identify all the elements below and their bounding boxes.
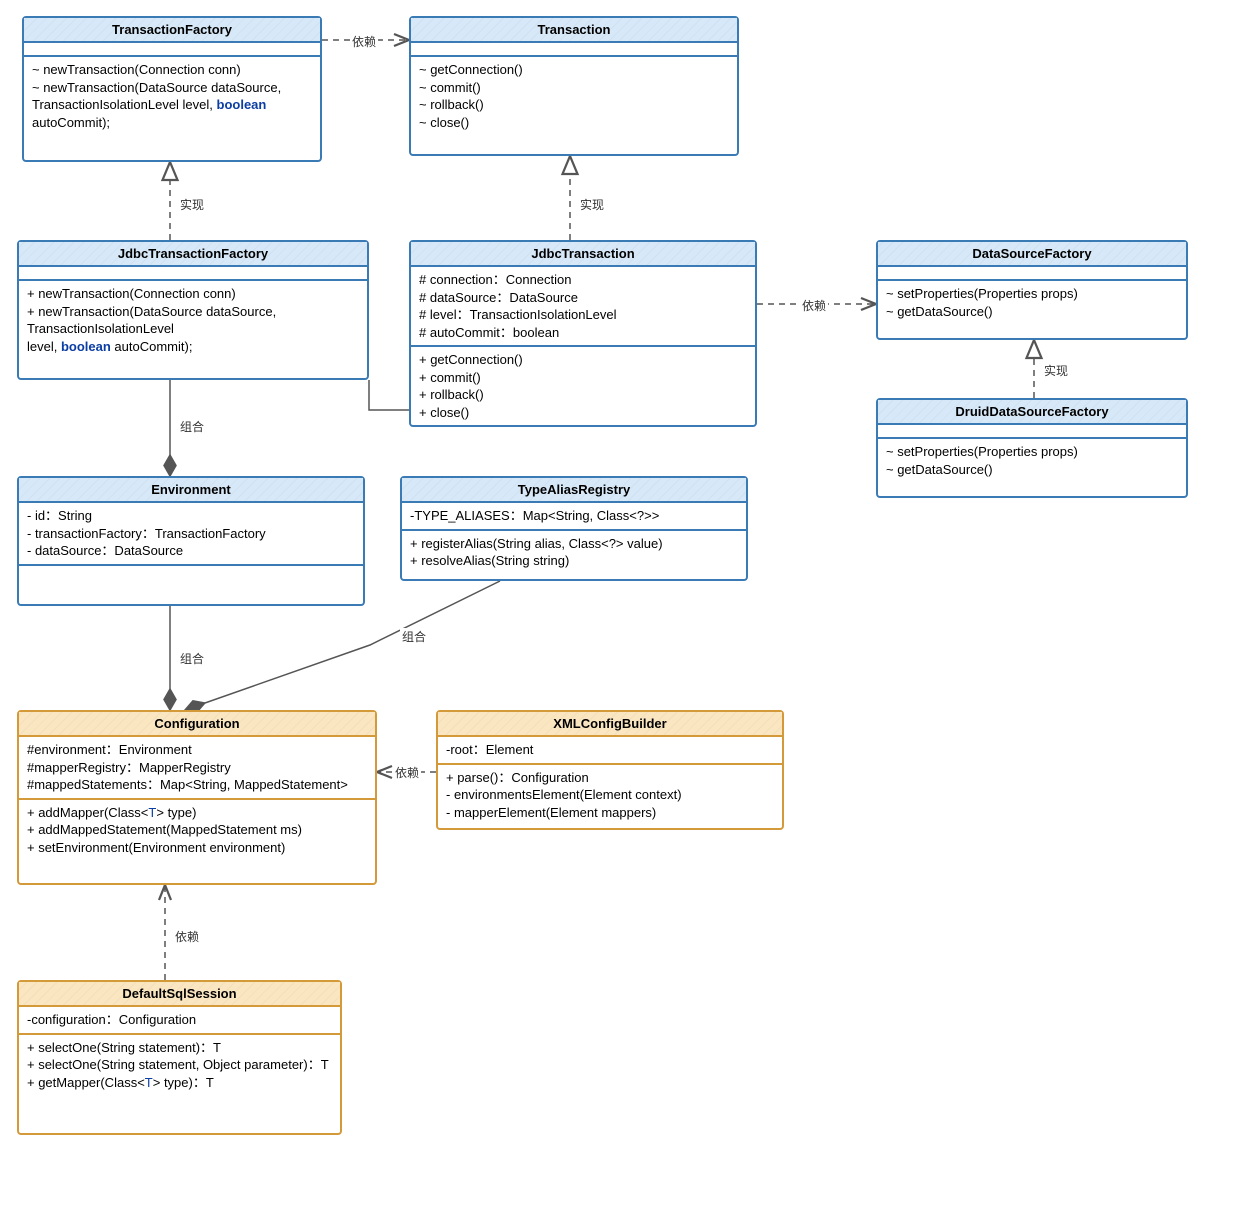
class-methods: ~ getConnection()~ commit()~ rollback()~…: [411, 57, 737, 135]
class-methods: + registerAlias(String alias, Class<?> v…: [402, 531, 746, 574]
class-title: Transaction: [411, 18, 737, 43]
class-methods: + selectOne(String statement)：T+ selectO…: [19, 1035, 340, 1096]
class-methods: ~ setProperties(Properties props)~ getDa…: [878, 281, 1186, 324]
class-JdbcTransaction: JdbcTransaction# connection：Connection# …: [409, 240, 757, 427]
edge-label-compose: 组合: [400, 628, 428, 645]
edge-label-depend: 依赖: [173, 928, 201, 945]
class-title: DefaultSqlSession: [19, 982, 340, 1007]
class-methods: + addMapper(Class<T> type)+ addMappedSta…: [19, 800, 375, 861]
class-XMLConfigBuilder: XMLConfigBuilder-root：Element+ parse()：C…: [436, 710, 784, 830]
class-DataSourceFactory: DataSourceFactory ~ setProperties(Propert…: [876, 240, 1188, 340]
edge-label-compose: 组合: [178, 418, 206, 435]
class-title: TypeAliasRegistry: [402, 478, 746, 503]
edge-label-compose: 组合: [178, 650, 206, 667]
class-title: Environment: [19, 478, 363, 503]
class-attrs: -root：Element: [438, 737, 782, 763]
class-attrs-empty: [878, 425, 1186, 437]
class-DruidDataSourceFactory: DruidDataSourceFactory ~ setProperties(Pr…: [876, 398, 1188, 498]
class-title: TransactionFactory: [24, 18, 320, 43]
class-title: XMLConfigBuilder: [438, 712, 782, 737]
edge-label-realize: 实现: [578, 196, 606, 213]
class-attrs: -configuration：Configuration: [19, 1007, 340, 1033]
class-attrs-empty: [411, 43, 737, 55]
class-title: DruidDataSourceFactory: [878, 400, 1186, 425]
class-DefaultSqlSession: DefaultSqlSession-configuration：Configur…: [17, 980, 342, 1135]
class-methods: ~ setProperties(Properties props)~ getDa…: [878, 439, 1186, 482]
class-methods: + getConnection()+ commit()+ rollback()+…: [411, 347, 755, 425]
class-Environment: Environment- id：String- transactionFacto…: [17, 476, 365, 606]
class-methods: [19, 566, 363, 574]
class-methods: + parse()：Configuration- environmentsEle…: [438, 765, 782, 826]
edge-JdbcTransaction-JdbcTransactionFactory: [369, 380, 409, 410]
edge-label-depend: 依赖: [393, 764, 421, 781]
edge-label-depend: 依赖: [800, 297, 828, 314]
class-TransactionFactory: TransactionFactory ~ newTransaction(Conne…: [22, 16, 322, 162]
class-Configuration: Configuration#environment：Environment#ma…: [17, 710, 377, 885]
class-title: JdbcTransactionFactory: [19, 242, 367, 267]
class-attrs: #environment：Environment#mapperRegistry：…: [19, 737, 375, 798]
edge-label-depend: 依赖: [350, 33, 378, 50]
class-attrs: - id：String- transactionFactory：Transact…: [19, 503, 363, 564]
class-attrs-empty: [24, 43, 320, 55]
class-title: JdbcTransaction: [411, 242, 755, 267]
class-attrs-empty: [878, 267, 1186, 279]
class-title: Configuration: [19, 712, 375, 737]
class-methods: + newTransaction(Connection conn)+ newTr…: [19, 281, 367, 359]
class-attrs-empty: [19, 267, 367, 279]
class-TypeAliasRegistry: TypeAliasRegistry-TYPE_ALIASES：Map<Strin…: [400, 476, 748, 581]
edge-label-realize: 实现: [1042, 362, 1070, 379]
class-JdbcTransactionFactory: JdbcTransactionFactory + newTransaction(C…: [17, 240, 369, 380]
class-Transaction: Transaction ~ getConnection()~ commit()~ …: [409, 16, 739, 156]
class-title: DataSourceFactory: [878, 242, 1186, 267]
class-methods: ~ newTransaction(Connection conn)~ newTr…: [24, 57, 320, 135]
class-attrs: # connection：Connection# dataSource：Data…: [411, 267, 755, 345]
edge-label-realize: 实现: [178, 196, 206, 213]
class-attrs: -TYPE_ALIASES：Map<String, Class<?>>: [402, 503, 746, 529]
